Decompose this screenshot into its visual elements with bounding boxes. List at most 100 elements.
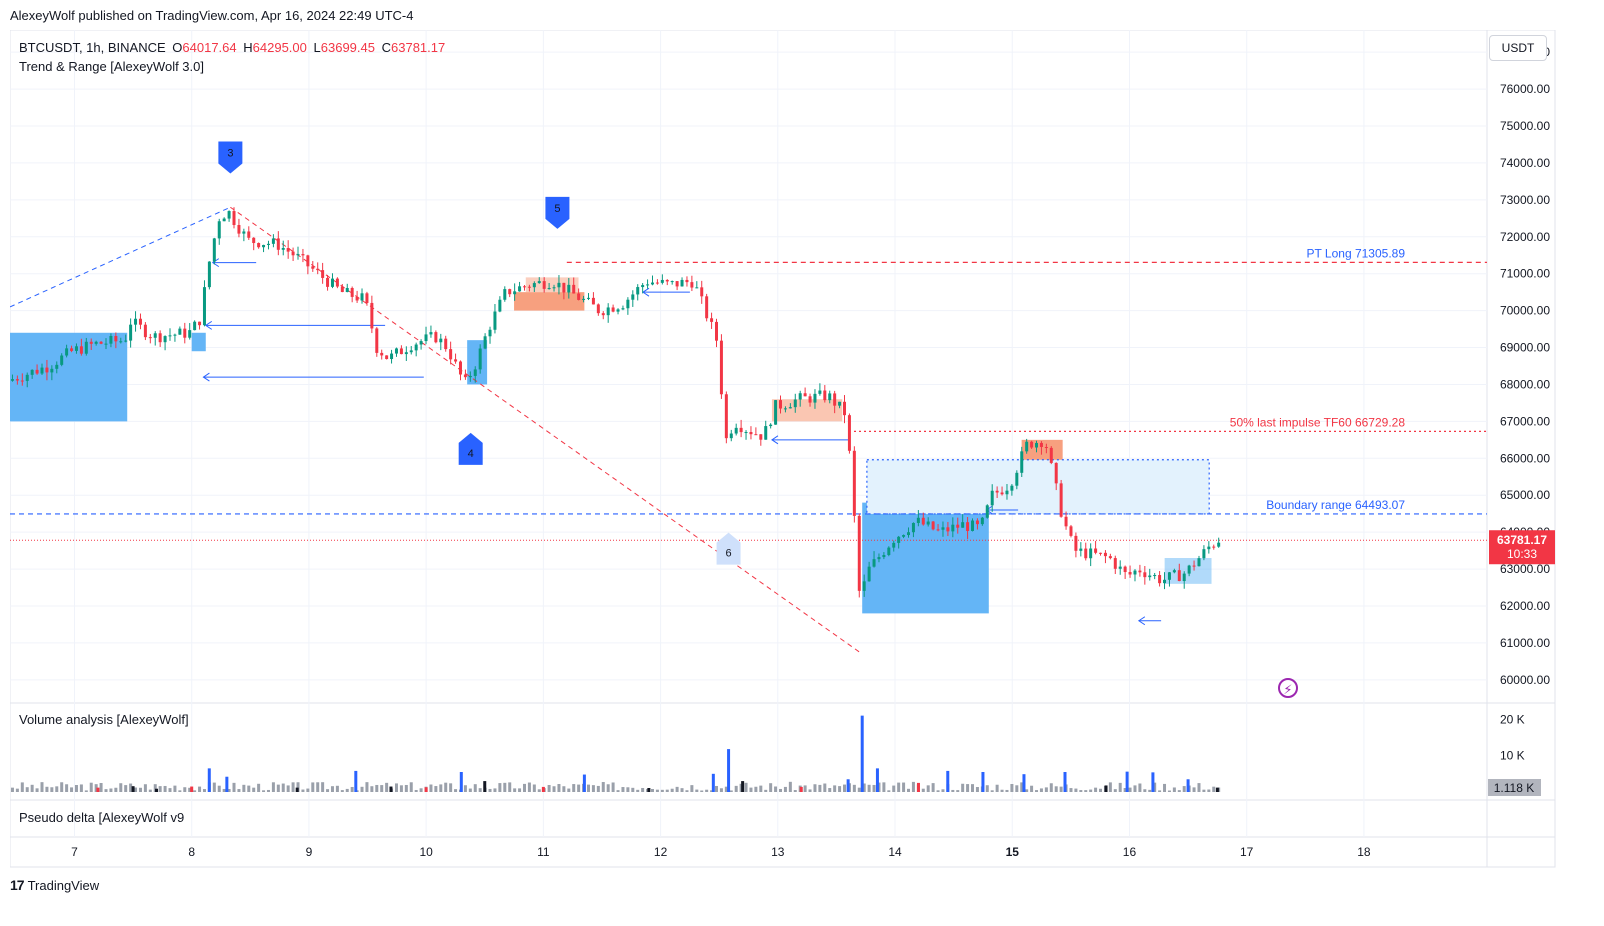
y-tick-label: 71000.00 [1500, 267, 1550, 281]
volume-bar [1125, 771, 1129, 792]
candle-body [45, 367, 49, 373]
candle-body [1143, 572, 1147, 578]
volume-bar [10, 787, 14, 792]
volume-bar [670, 788, 674, 792]
volume-bar [225, 776, 229, 792]
candle-body [104, 343, 108, 345]
candle-body [650, 282, 654, 285]
price-axis[interactable]: 60000.0061000.0062000.0063000.0064000.00… [1500, 45, 1550, 687]
volume-bar [227, 789, 231, 792]
candle-body [980, 517, 984, 525]
volume-bar [741, 781, 745, 792]
signal-marker-label[interactable]: 5 [554, 203, 560, 215]
candle-body [1212, 546, 1216, 548]
volume-bar [360, 786, 364, 792]
volume-bar [518, 788, 522, 792]
x-tick-label: 7 [71, 845, 78, 859]
x-tick-label: 16 [1123, 845, 1137, 859]
candle-body [700, 287, 704, 297]
candle-body [636, 287, 640, 295]
volume-bar [537, 789, 541, 792]
volume-panel-title[interactable]: Volume analysis [AlexeyWolf] [19, 712, 189, 727]
signal-marker-up[interactable] [716, 532, 741, 565]
candle-body [1128, 572, 1132, 575]
volume-bar [941, 789, 945, 792]
volume-bar [975, 787, 979, 792]
volume-bar [242, 784, 246, 792]
volume-bar [89, 782, 93, 792]
volume-bar [60, 782, 64, 792]
signal-marker-label[interactable]: 4 [468, 448, 474, 460]
volume-bar [449, 783, 453, 792]
volume-bar [946, 770, 950, 792]
candle-body [306, 255, 310, 267]
volume-bar [155, 788, 159, 792]
volume-bar [493, 788, 497, 792]
candle-body [124, 340, 128, 342]
volume-bar [321, 782, 325, 792]
volume-bar [45, 786, 49, 792]
price-chart[interactable]: PT Long 71305.89 50% last impulse TF60 66… [10, 30, 1595, 900]
lightning-icon[interactable]: ⚡ [1278, 678, 1298, 698]
indicator-title[interactable]: Trend & Range [AlexeyWolf 3.0] [19, 59, 204, 74]
high-label: H [243, 40, 253, 55]
volume-bar [424, 787, 428, 792]
candle-body [1123, 566, 1127, 573]
symbol-name[interactable]: BTCUSDT, 1h, BINANCE [19, 40, 166, 55]
volume-bar [183, 787, 187, 792]
candle-body [670, 281, 674, 283]
candle-body [631, 294, 635, 300]
x-tick-label: 14 [888, 845, 902, 859]
candle-body [1069, 526, 1073, 536]
volume-bar [96, 787, 100, 792]
candle-body [296, 254, 300, 256]
volume-bar [350, 786, 354, 792]
volume-bar [1079, 790, 1083, 792]
candle-body [330, 278, 334, 287]
candle-body [537, 281, 541, 284]
candle-body [897, 536, 901, 543]
boundary-range-box [866, 459, 1210, 515]
delta-panel-title[interactable]: Pseudo delta [AlexeyWolf v9 [19, 810, 185, 825]
time-axis[interactable]: 7 8 9 10 11 12 13 14 15 16 17 18 [71, 845, 1371, 859]
candle-body [1064, 516, 1068, 527]
candle-body [316, 268, 320, 271]
chart-border [10, 30, 1556, 868]
volume-bar [719, 788, 723, 792]
candle-body [1035, 442, 1039, 448]
signal-marker-down[interactable] [545, 196, 570, 229]
currency-button[interactable]: USDT [1489, 35, 1547, 61]
publisher-line: AlexeyWolf published on TradingView.com,… [10, 8, 414, 23]
candle-body [94, 341, 98, 344]
candle-body [242, 231, 246, 234]
candle-body [134, 318, 138, 325]
signal-marker-down[interactable] [218, 141, 243, 174]
volume-bar [385, 782, 389, 792]
signal-marker-up[interactable] [458, 432, 483, 465]
signal-marker-label[interactable]: 6 [726, 548, 732, 560]
candle-body [1005, 490, 1009, 495]
candle-body [237, 225, 241, 234]
volume-bar [1074, 788, 1078, 792]
volume-bar [316, 782, 320, 792]
candle-body [739, 427, 743, 433]
candle-body [468, 375, 472, 378]
volume-bar [473, 784, 477, 792]
volume-bar [266, 789, 270, 792]
candle-body [281, 248, 285, 250]
candle-body [847, 415, 851, 451]
volume-bar [148, 789, 152, 792]
volume-bar [1054, 786, 1058, 792]
volume-bar [783, 786, 787, 792]
symbol-legend[interactable]: BTCUSDT, 1h, BINANCE O64017.64 H64295.00… [19, 38, 445, 76]
markers[interactable]: 3 5 4 6 [218, 141, 741, 565]
signal-marker-label[interactable]: 3 [227, 148, 233, 160]
candle-body [690, 282, 694, 288]
y-tick-label: 60000.00 [1500, 673, 1550, 687]
tradingview-logo[interactable]: 17 TradingView [10, 877, 99, 893]
volume-bar [143, 784, 147, 792]
volume-bar [1025, 789, 1029, 792]
chart-frame[interactable]: PT Long 71305.89 50% last impulse TF60 66… [10, 30, 1595, 900]
level-label: PT Long 71305.89 [1306, 246, 1405, 260]
open-value: 64017.64 [182, 40, 237, 55]
